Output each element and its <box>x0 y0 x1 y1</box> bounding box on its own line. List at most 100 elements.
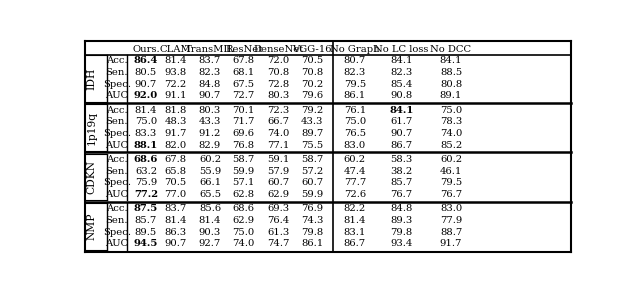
Text: 79.8: 79.8 <box>390 228 413 237</box>
Text: 82.3: 82.3 <box>199 68 221 77</box>
Text: 69.3: 69.3 <box>268 204 289 213</box>
Text: 74.0: 74.0 <box>268 129 289 138</box>
Text: 59.9: 59.9 <box>301 190 323 199</box>
Text: 84.8: 84.8 <box>390 204 413 213</box>
Text: 86.7: 86.7 <box>390 141 412 150</box>
Text: CDKN: CDKN <box>86 160 97 194</box>
Text: 60.2: 60.2 <box>440 155 462 164</box>
Text: 62.8: 62.8 <box>232 190 255 199</box>
Text: 92.7: 92.7 <box>199 239 221 248</box>
Text: 79.2: 79.2 <box>301 106 323 115</box>
Text: 81.4: 81.4 <box>134 106 157 115</box>
Text: 91.2: 91.2 <box>199 129 221 138</box>
Text: 75.5: 75.5 <box>301 141 323 150</box>
Text: 81.4: 81.4 <box>198 216 221 225</box>
Text: 81.4: 81.4 <box>164 216 187 225</box>
Text: 86.7: 86.7 <box>344 239 366 248</box>
Text: Spec.: Spec. <box>102 178 131 187</box>
Text: 90.8: 90.8 <box>390 91 413 101</box>
Text: 94.5: 94.5 <box>134 239 158 248</box>
Text: AUC: AUC <box>105 239 129 248</box>
Text: 76.7: 76.7 <box>440 190 462 199</box>
Text: 81.8: 81.8 <box>164 106 187 115</box>
Text: No Graph: No Graph <box>330 45 380 54</box>
Text: 88.5: 88.5 <box>440 68 462 77</box>
Text: 67.5: 67.5 <box>232 80 255 89</box>
Text: 85.6: 85.6 <box>199 204 221 213</box>
Text: 89.3: 89.3 <box>390 216 413 225</box>
Text: 79.8: 79.8 <box>301 228 323 237</box>
Text: 77.7: 77.7 <box>344 178 366 187</box>
Text: 72.0: 72.0 <box>268 56 289 65</box>
Text: 58.7: 58.7 <box>301 155 323 164</box>
Text: 43.3: 43.3 <box>301 118 323 126</box>
Text: 76.4: 76.4 <box>268 216 289 225</box>
Text: No LC loss: No LC loss <box>374 45 429 54</box>
Text: 89.1: 89.1 <box>440 91 462 101</box>
Text: TransMIL: TransMIL <box>185 45 235 54</box>
Text: 77.2: 77.2 <box>134 190 158 199</box>
Text: 74.7: 74.7 <box>268 239 289 248</box>
Text: 72.3: 72.3 <box>268 106 289 115</box>
Text: 82.3: 82.3 <box>390 68 413 77</box>
Text: 81.4: 81.4 <box>164 56 187 65</box>
Text: 80.3: 80.3 <box>268 91 289 101</box>
Text: 60.7: 60.7 <box>301 178 323 187</box>
Text: Acc.: Acc. <box>106 155 127 164</box>
Text: 86.1: 86.1 <box>301 239 323 248</box>
Text: 78.3: 78.3 <box>440 118 462 126</box>
Text: 68.6: 68.6 <box>233 204 255 213</box>
Text: NMP: NMP <box>86 213 97 240</box>
Text: 76.5: 76.5 <box>344 129 366 138</box>
Text: CLAM: CLAM <box>160 45 191 54</box>
Text: 72.7: 72.7 <box>232 91 255 101</box>
Text: 82.2: 82.2 <box>344 204 366 213</box>
Text: 93.8: 93.8 <box>164 68 187 77</box>
Text: Spec.: Spec. <box>102 129 131 138</box>
Text: 75.0: 75.0 <box>232 228 255 237</box>
Text: 80.7: 80.7 <box>344 56 366 65</box>
Text: ResNet: ResNet <box>225 45 262 54</box>
Text: 77.9: 77.9 <box>440 216 462 225</box>
Text: Spec.: Spec. <box>102 228 131 237</box>
Text: 67.8: 67.8 <box>164 155 187 164</box>
Text: 81.4: 81.4 <box>344 216 366 225</box>
Text: Spec.: Spec. <box>102 80 131 89</box>
Text: 90.7: 90.7 <box>164 239 187 248</box>
Text: 83.1: 83.1 <box>344 228 366 237</box>
Text: 89.5: 89.5 <box>135 228 157 237</box>
Text: 72.2: 72.2 <box>164 80 187 89</box>
Text: 70.5: 70.5 <box>164 178 187 187</box>
Text: 58.3: 58.3 <box>390 155 413 164</box>
Text: 84.1: 84.1 <box>440 56 462 65</box>
Text: Acc.: Acc. <box>106 56 127 65</box>
Text: 63.2: 63.2 <box>135 167 157 176</box>
Text: 83.3: 83.3 <box>135 129 157 138</box>
Text: 91.1: 91.1 <box>164 91 187 101</box>
Text: 80.8: 80.8 <box>440 80 462 89</box>
Text: 83.7: 83.7 <box>199 56 221 65</box>
Text: 85.7: 85.7 <box>135 216 157 225</box>
Text: Sen.: Sen. <box>106 167 128 176</box>
Text: 61.7: 61.7 <box>390 118 413 126</box>
Text: 57.2: 57.2 <box>301 167 323 176</box>
Text: 82.0: 82.0 <box>164 141 187 150</box>
Text: 77.1: 77.1 <box>268 141 289 150</box>
Text: Acc.: Acc. <box>106 106 127 115</box>
Text: 83.0: 83.0 <box>344 141 366 150</box>
Text: 59.9: 59.9 <box>232 167 255 176</box>
Text: 66.7: 66.7 <box>268 118 289 126</box>
Text: AUC: AUC <box>105 190 129 199</box>
Text: 83.7: 83.7 <box>164 204 187 213</box>
Text: 66.1: 66.1 <box>199 178 221 187</box>
Text: 67.8: 67.8 <box>232 56 255 65</box>
Text: 60.2: 60.2 <box>344 155 366 164</box>
Text: 88.7: 88.7 <box>440 228 462 237</box>
Text: 75.0: 75.0 <box>344 118 366 126</box>
Text: 92.0: 92.0 <box>134 91 158 101</box>
Text: 74.0: 74.0 <box>440 129 462 138</box>
Text: Sen.: Sen. <box>106 68 128 77</box>
Text: 77.0: 77.0 <box>164 190 187 199</box>
Text: IDH: IDH <box>86 67 97 90</box>
Text: 89.7: 89.7 <box>301 129 323 138</box>
